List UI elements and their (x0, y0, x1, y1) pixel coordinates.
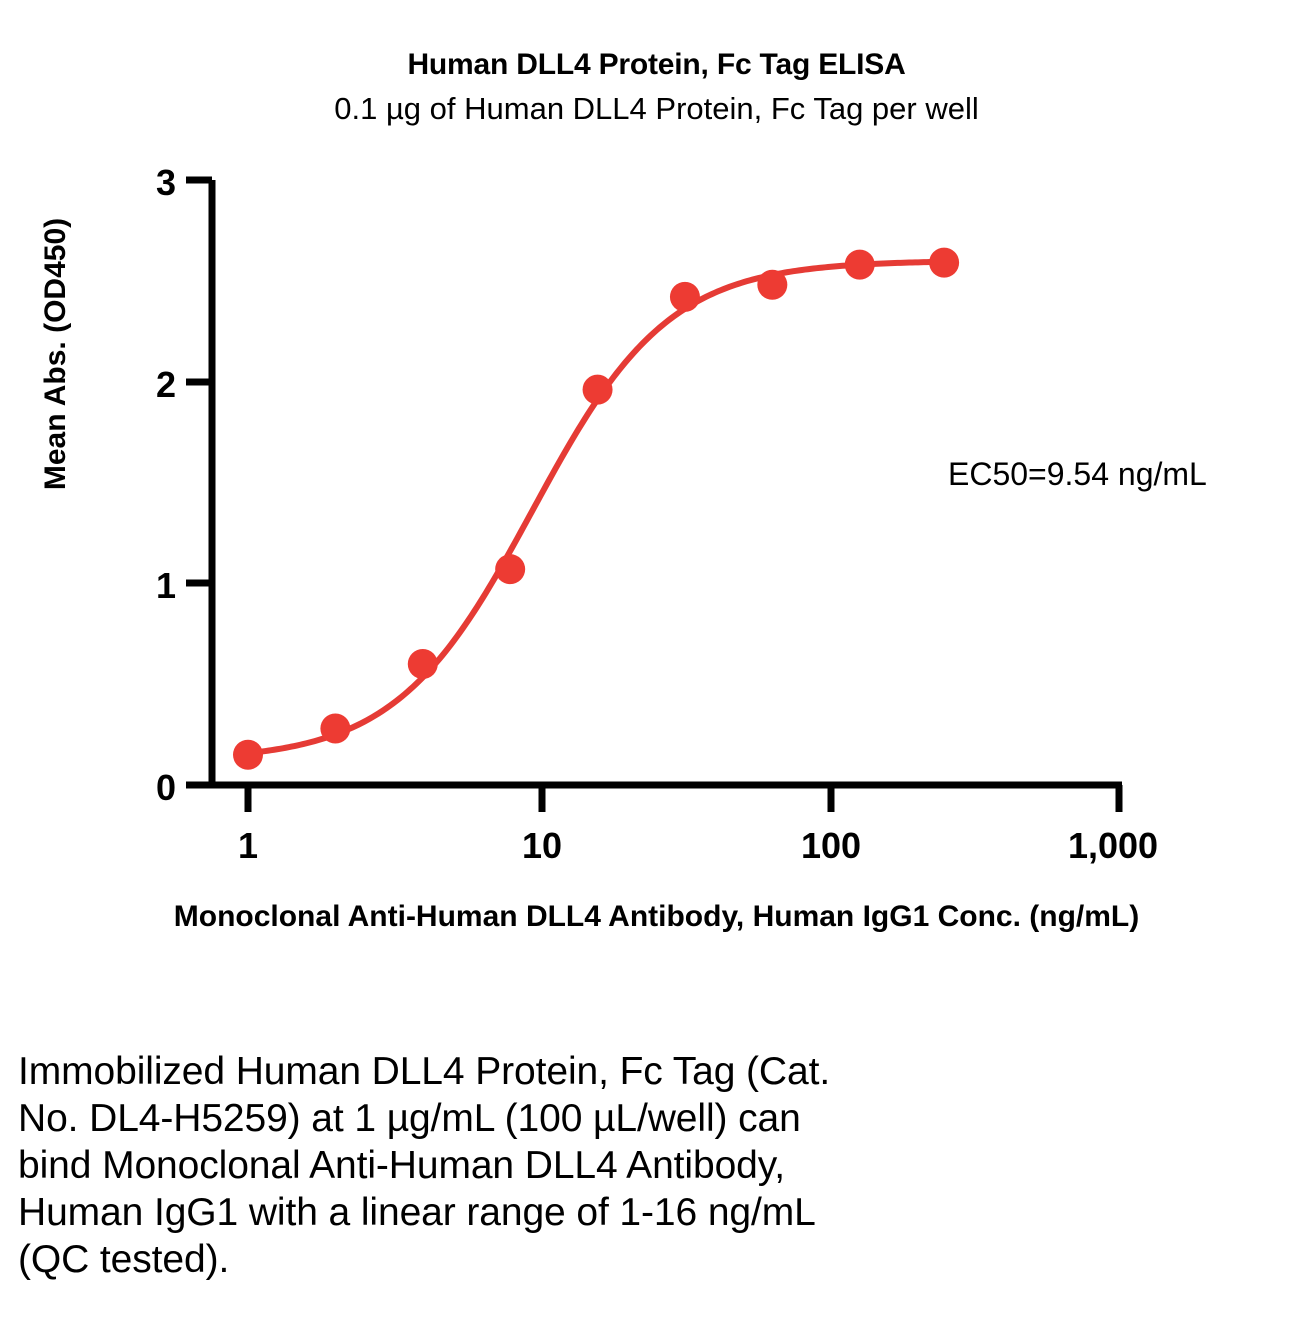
caption-line-3: bind Monoclonal Anti-Human DLL4 Antibody… (18, 1144, 785, 1187)
x-axis-ticks (244, 785, 1123, 812)
y-tick-label-3: 3 (156, 162, 176, 203)
title-block: Human DLL4 Protein, Fc Tag ELISA 0.1 µg … (0, 46, 1313, 130)
fit-curve (245, 258, 948, 757)
caption-line-5: (QC tested). (18, 1238, 230, 1281)
data-point-markers (233, 247, 960, 770)
data-point (233, 739, 263, 770)
caption-line-1: Immobilized Human DLL4 Protein, Fc Tag (… (18, 1050, 831, 1093)
y-axis-ticks (186, 176, 212, 789)
y-tick-label-1: 1 (156, 565, 176, 606)
x-tick-label-1: 1 (238, 825, 258, 866)
data-point (320, 713, 351, 744)
data-point (929, 247, 960, 278)
chart-subtitle: 0.1 µg of Human DLL4 Protein, Fc Tag per… (334, 91, 979, 126)
x-tick-label-1000: 1,000 (1068, 825, 1158, 866)
x-axis-label: Monoclonal Anti-Human DLL4 Antibody, Hum… (173, 900, 1140, 933)
data-point (407, 648, 438, 679)
data-point (669, 281, 700, 312)
data-point (495, 554, 526, 585)
y-axis-label: Mean Abs. (OD450) (39, 217, 72, 491)
caption-line-2: No. DL4-H5259) at 1 µg/mL (100 µL/well) … (18, 1097, 801, 1140)
caption-line-4: Human IgG1 with a linear range of 1-16 n… (18, 1191, 816, 1234)
ec50-annotation: EC50=9.54 ng/mL (948, 456, 1207, 492)
y-tick-label-0: 0 (156, 767, 176, 808)
y-tick-label-2: 2 (156, 364, 176, 405)
figure-caption: Immobilized Human DLL4 Protein, Fc Tag (… (18, 1048, 1138, 1283)
x-tick-label-100: 100 (801, 825, 861, 866)
data-point (582, 374, 613, 405)
elisa-plot-svg: 3 2 1 0 1 10 100 1,000 (156, 162, 1158, 866)
chart-title: Human DLL4 Protein, Fc Tag ELISA (407, 48, 906, 81)
x-tick-label-10: 10 (522, 825, 562, 866)
x-tick-labels: 1 10 100 1,000 (238, 825, 1158, 866)
axis-lines (208, 180, 1122, 789)
y-tick-labels: 3 2 1 0 (156, 162, 176, 808)
data-point (757, 269, 788, 300)
plot-area: 3 2 1 0 1 10 100 1,000 (39, 162, 1207, 933)
data-point (844, 249, 875, 280)
